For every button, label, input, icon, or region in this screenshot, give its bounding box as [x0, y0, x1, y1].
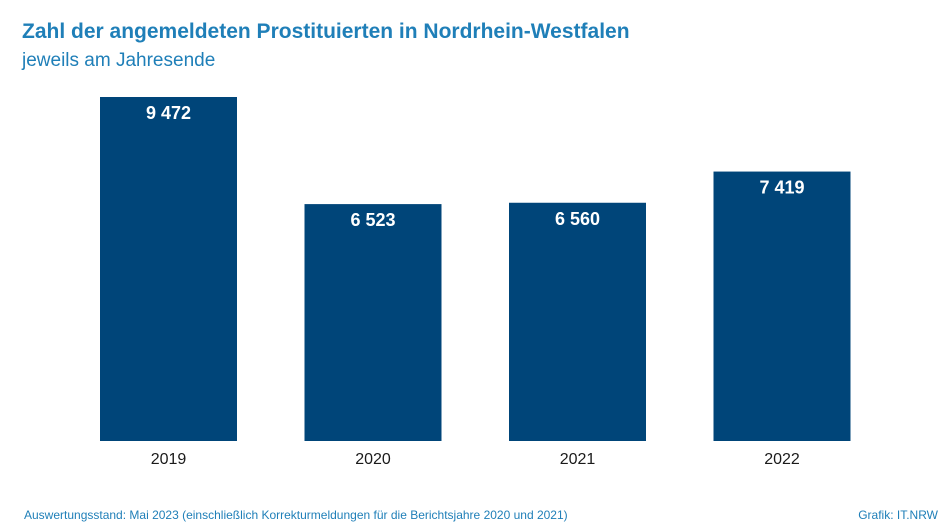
x-tick-label: 2019: [151, 451, 187, 468]
bar-value-label: 6 523: [350, 210, 395, 230]
x-tick-label: 2022: [764, 451, 800, 468]
bar-value-label: 6 560: [555, 209, 600, 229]
chart-subtitle: jeweils am Jahresende: [22, 50, 216, 71]
bar-value-label: 7 419: [759, 178, 804, 198]
x-tick-label: 2020: [355, 451, 391, 468]
bar-2021: [509, 202, 646, 441]
bar-chart: 9 472 2019 6 523 2020 6 560 2021 7 419 2022: [100, 97, 851, 468]
chart-title: Zahl der angemeldeten Prostituierten in …: [22, 20, 630, 43]
bar-value-label: 9 472: [146, 103, 191, 123]
bar-2019: [100, 97, 237, 441]
footnote: Auswertungsstand: Mai 2023 (einschließli…: [24, 508, 568, 522]
x-tick-label: 2021: [560, 451, 596, 468]
source-credit: Grafik: IT.NRW: [858, 508, 938, 522]
bar-2022: [713, 171, 851, 441]
bar-2020: [304, 204, 442, 441]
